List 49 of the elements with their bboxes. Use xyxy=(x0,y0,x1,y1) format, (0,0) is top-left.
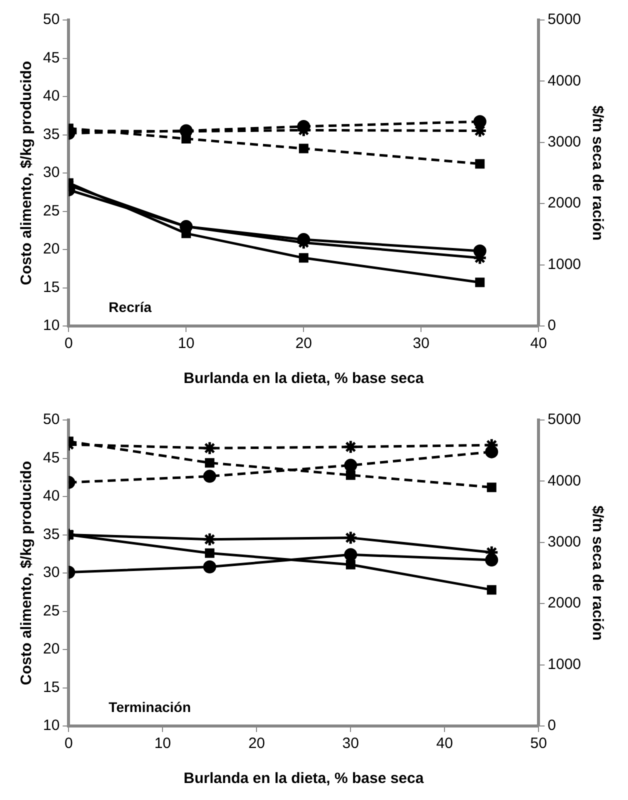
x-tick-label: 30 xyxy=(412,335,430,352)
y2-tick-label: 4000 xyxy=(548,472,582,490)
x-axis-title: Burlanda en la dieta, % base seca xyxy=(184,770,424,788)
y-tick-label: 40 xyxy=(42,88,60,105)
y2-tick-label: 1000 xyxy=(548,656,582,673)
y-tick-label: 25 xyxy=(42,602,60,620)
y2-tick-label: 1000 xyxy=(548,256,582,273)
y-tick-label: 35 xyxy=(42,526,60,543)
x-tick-label: 50 xyxy=(530,735,547,752)
y-axis-title: Costo alimento, $/kg producido xyxy=(18,460,36,686)
y-axis-title: Costo alimento, $/kg producido xyxy=(18,60,36,286)
y2-tick-label: 0 xyxy=(548,717,556,734)
y-tick-label: 45 xyxy=(42,449,60,466)
x-tick-label: 20 xyxy=(295,335,312,352)
y2-tick-label: 5000 xyxy=(548,411,582,428)
x-tick-label: 40 xyxy=(530,335,547,352)
y-tick-label: 50 xyxy=(42,11,60,28)
y-tick-label: 35 xyxy=(42,126,60,143)
y-tick-label: 25 xyxy=(42,202,60,220)
y-tick-label: 20 xyxy=(42,240,60,258)
x-tick-label: 20 xyxy=(248,735,266,752)
y-tick-label: 45 xyxy=(42,49,60,66)
x-tick-label: 30 xyxy=(342,735,359,752)
x-tick-label: 10 xyxy=(154,735,172,752)
x-axis-title: Burlanda en la dieta, % base seca xyxy=(184,370,424,388)
y2-tick-label: 5000 xyxy=(548,11,582,28)
y-tick-label: 50 xyxy=(42,411,60,428)
annotation: Terminación xyxy=(108,699,191,715)
x-tick-label: 0 xyxy=(64,335,73,352)
x-tick-label: 40 xyxy=(436,735,453,752)
y-tick-label: 15 xyxy=(42,278,60,296)
y2-axis-title: $/tn seca de ración xyxy=(588,505,606,641)
y2-tick-label: 2000 xyxy=(548,594,582,612)
y-tick-label: 40 xyxy=(42,488,60,505)
y-tick-label: 30 xyxy=(42,564,60,582)
annotation: Recría xyxy=(108,299,152,315)
y-tick-label: 10 xyxy=(42,717,60,734)
y2-tick-label: 3000 xyxy=(548,534,582,551)
y2-tick-label: 3000 xyxy=(548,134,582,151)
y2-tick-label: 0 xyxy=(548,317,556,334)
y2-axis-title: $/tn seca de ración xyxy=(588,105,606,241)
y-tick-label: 20 xyxy=(42,640,60,658)
y-tick-label: 30 xyxy=(42,164,60,182)
y2-tick-label: 2000 xyxy=(548,194,582,212)
x-tick-label: 0 xyxy=(64,735,73,752)
y-tick-label: 15 xyxy=(42,678,60,696)
y-tick-label: 10 xyxy=(42,317,60,334)
x-tick-label: 10 xyxy=(178,335,195,352)
y2-tick-label: 4000 xyxy=(548,72,582,90)
